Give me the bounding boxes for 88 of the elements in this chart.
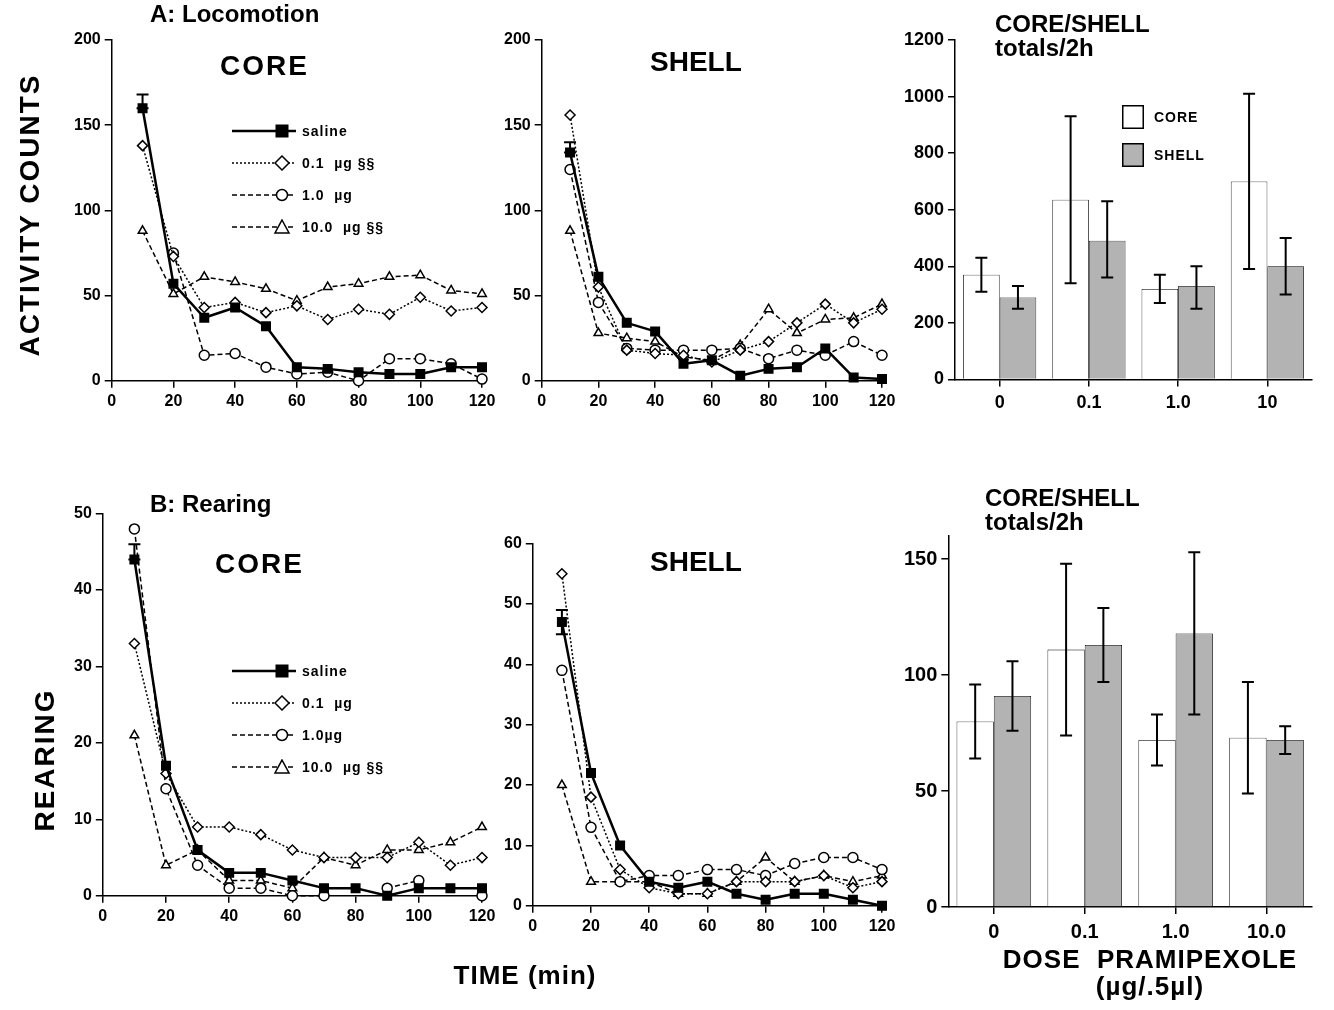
chart-title: CORE/SHELL totals/2h [985,484,1140,535]
x-tick-label: 60 [702,391,721,409]
chart-title: SHELL [650,46,742,77]
y-tick-label: 0 [521,371,531,389]
x-tick-label: 40 [640,916,659,934]
y-tick-label: 60 [504,534,522,552]
x-tick-label: 80 [756,916,775,934]
x-tick-label: 60 [287,391,306,409]
y-tick-label: 20 [74,733,92,751]
x-tick-label: 10 [1257,392,1278,413]
y-tick-label: 0 [934,368,945,389]
y-tick-label: 10 [504,835,522,853]
legend-label: SHELL [1154,146,1205,163]
x-tick-label: 80 [759,391,778,409]
y-tick-label: 50 [82,286,101,304]
chart-title: A: Locomotion [150,0,320,27]
x-tick-label: 80 [346,906,365,924]
legend-label: 0.1 µg §§ [302,154,376,171]
chart-title: B: Rearing [150,490,272,517]
x-tick-label: 1.0 [1165,392,1191,413]
y-tick-label: 10 [74,809,92,827]
y-axis-title: ACTIVITY COUNTS [14,73,46,357]
legend-label: saline [302,122,348,139]
y-tick-label: 20 [504,775,522,793]
x-tick-label: 20 [157,906,175,924]
y-tick-label: 0 [91,371,101,389]
y-tick-label: 30 [74,656,92,674]
y-tick-label: 150 [503,115,531,133]
y-tick-label: 50 [74,504,92,522]
legend-label: 1.0 µg [302,186,353,203]
x-tick-label: 100 [810,916,838,934]
y-tick-label: 200 [914,311,945,332]
x-tick-label: 40 [646,391,665,409]
y-tick-label: 100 [73,200,101,218]
y-tick-label: 800 [914,142,945,163]
x-tick-label: 120 [868,391,896,409]
x-tick-label: 100 [811,391,839,409]
x-tick-label: 120 [868,916,896,934]
y-tick-label: 40 [74,580,92,598]
x-tick-label: 40 [220,906,239,924]
y-tick-label: 1000 [904,85,945,106]
x-axis-title: DOSE PRAMIPEXOLE (µg/.5µl) [1002,944,1298,1002]
y-tick-label: 100 [503,200,531,218]
y-tick-label: 200 [73,30,101,48]
legend-label: 0.1 µg [302,695,353,711]
chart-title: CORE/SHELL totals/2h [995,10,1150,61]
y-tick-label: 0 [82,886,92,904]
y-tick-label: 50 [915,778,938,801]
y-tick-label: 150 [903,546,938,569]
x-tick-label: 0 [988,919,1000,942]
x-tick-label: 0.1 [1076,392,1102,413]
x-tick-label: 0 [107,391,117,409]
x-axis-title: TIME (min) [453,960,597,990]
x-tick-label: 1.0 [1161,919,1190,942]
y-tick-label: 50 [512,286,531,304]
x-tick-label: 120 [468,906,496,924]
chart-subtitle: CORE [220,50,309,82]
y-tick-label: 600 [914,198,945,219]
y-tick-label: 50 [504,594,522,612]
y-tick-label: 1200 [904,28,945,49]
legend-label: CORE [1154,108,1199,125]
y-tick-label: 200 [503,30,531,48]
x-tick-label: 20 [582,916,600,934]
y-tick-label: 30 [504,715,522,733]
x-tick-label: 60 [698,916,717,934]
y-tick-label: 40 [504,654,522,672]
legend-label: saline [302,663,348,679]
x-tick-label: 10.0 [1247,919,1287,942]
y-tick-label: 400 [914,255,945,276]
y-tick-label: 100 [903,662,938,685]
x-tick-label: 0 [994,392,1005,413]
x-tick-label: 80 [349,391,368,409]
legend-label: 10.0 µg §§ [302,218,385,235]
x-tick-label: 100 [405,906,433,924]
y-tick-label: 150 [73,115,101,133]
x-tick-label: 40 [226,391,245,409]
y-axis-title: REARING [29,688,61,832]
chart-title: SHELL [650,546,742,577]
x-tick-label: 20 [589,391,608,409]
legend-label: 1.0µg [302,727,344,743]
x-tick-label: 0.1 [1070,919,1099,942]
x-tick-label: 20 [164,391,183,409]
x-tick-label: 120 [468,391,496,409]
x-tick-label: 0 [537,391,547,409]
text: CORE [215,548,304,580]
legend-label: 10.0 µg §§ [302,759,385,775]
x-tick-label: 60 [283,906,302,924]
x-tick-label: 100 [406,391,434,409]
